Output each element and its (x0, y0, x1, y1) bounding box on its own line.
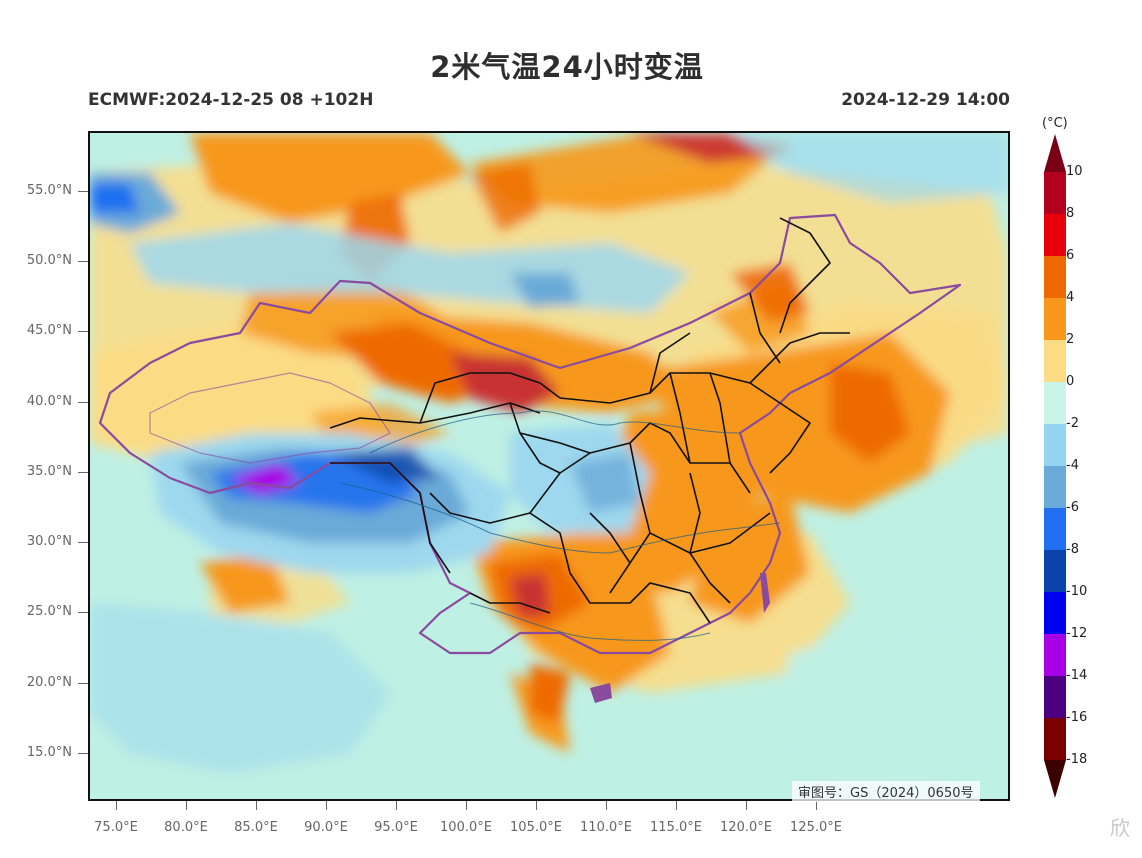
colorbar-label: -6 (1066, 500, 1079, 515)
lon-tick (186, 801, 187, 810)
colorbar-label: 8 (1066, 206, 1075, 221)
colorbar-label: -12 (1066, 626, 1088, 641)
colorbar-label: -14 (1066, 668, 1088, 683)
lat-tick (78, 472, 88, 473)
lat-label: 50.0°N (26, 253, 72, 268)
colorbar-bin (1044, 592, 1066, 634)
lat-label: 30.0°N (26, 534, 72, 549)
lat-label: 25.0°N (26, 604, 72, 619)
colorbar-bin (1044, 466, 1066, 508)
colorbar-bin (1044, 340, 1066, 382)
lat-label: 40.0°N (26, 394, 72, 409)
lon-label: 100.0°E (440, 820, 492, 835)
colorbar-bin (1044, 550, 1066, 592)
lat-tick (78, 402, 88, 403)
lat-label: 55.0°N (26, 183, 72, 198)
islands (590, 573, 770, 703)
colorbar-label: 6 (1066, 248, 1075, 263)
lat-tick (78, 683, 88, 684)
province-borders (329, 217, 850, 624)
colorbar-bin (1044, 424, 1066, 466)
lon-tick (116, 801, 117, 810)
colorbar-max-arrow (1044, 134, 1066, 172)
colorbar-bin (1044, 298, 1066, 340)
lon-label: 75.0°E (94, 820, 138, 835)
lon-tick (676, 801, 677, 810)
colorbar-bin (1044, 382, 1066, 424)
colorbar-bin (1044, 172, 1066, 214)
lon-label: 105.0°E (510, 820, 562, 835)
lat-tick (78, 331, 88, 332)
lat-label: 15.0°N (26, 745, 72, 760)
valid-time-label: 2024-12-29 14:00 (841, 90, 1010, 110)
map-panel (88, 131, 1010, 801)
lon-label: 80.0°E (164, 820, 208, 835)
colorbar-label: 10 (1066, 164, 1083, 179)
colorbar (1044, 134, 1066, 798)
watermark-text: 欣 (1110, 816, 1130, 840)
lon-label: 85.0°E (234, 820, 278, 835)
colorbar-label: 4 (1066, 290, 1075, 305)
lon-tick (816, 801, 817, 810)
temperature-change-map (90, 133, 1008, 799)
colorbar-label: -4 (1066, 458, 1079, 473)
lon-tick (396, 801, 397, 810)
lon-label: 120.0°E (720, 820, 772, 835)
lat-tick (78, 612, 88, 613)
colorbar-label: 0 (1066, 374, 1075, 389)
lat-tick (78, 261, 88, 262)
colorbar-label: -18 (1066, 752, 1088, 767)
colorbar-bin (1044, 256, 1066, 298)
lon-tick (536, 801, 537, 810)
colorbar-label: -8 (1066, 542, 1079, 557)
lon-tick (326, 801, 327, 810)
lon-tick (746, 801, 747, 810)
lon-tick (256, 801, 257, 810)
lon-label: 95.0°E (374, 820, 418, 835)
colorbar-label: -2 (1066, 416, 1079, 431)
lat-label: 20.0°N (26, 675, 72, 690)
lat-tick (78, 191, 88, 192)
lat-label: 45.0°N (26, 323, 72, 338)
lon-label: 115.0°E (650, 820, 702, 835)
colorbar-unit: (°C) (1042, 116, 1068, 131)
colorbar-bin (1044, 718, 1066, 760)
colorbar-bin (1044, 508, 1066, 550)
model-run-label: ECMWF:2024-12-25 08 +102H (88, 90, 374, 110)
temperature-field (90, 133, 1008, 793)
lat-label: 35.0°N (26, 464, 72, 479)
colorbar-label: -10 (1066, 584, 1088, 599)
colorbar-label: 2 (1066, 332, 1075, 347)
colorbar-bin (1044, 676, 1066, 718)
rivers (339, 410, 781, 641)
colorbar-min-arrow (1044, 760, 1066, 798)
chart-title: 2米气温24小时变温 (430, 50, 704, 84)
lat-tick (78, 542, 88, 543)
lon-label: 90.0°E (304, 820, 348, 835)
lon-tick (466, 801, 467, 810)
lat-tick (78, 753, 88, 754)
colorbar-bin (1044, 214, 1066, 256)
lon-label: 125.0°E (790, 820, 842, 835)
colorbar-label: -16 (1066, 710, 1088, 725)
colorbar-bin (1044, 634, 1066, 676)
lon-label: 110.0°E (580, 820, 632, 835)
map-approval-number: 审图号：GS（2024）0650号 (792, 781, 980, 802)
lon-tick (606, 801, 607, 810)
